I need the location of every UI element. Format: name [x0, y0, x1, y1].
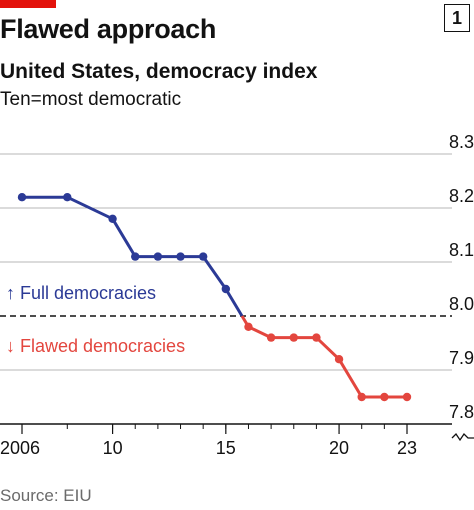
data-point [176, 252, 185, 261]
y-tick-label: 7.9 [449, 348, 474, 368]
x-tick-label: 2006 [0, 438, 40, 458]
chart-subtitle: United States, democracy index [0, 60, 318, 83]
annotation-full-democracies: ↑ Full democracies [6, 283, 156, 303]
data-point [221, 284, 231, 294]
x-tick-label: 20 [329, 438, 349, 458]
chart-number: 1 [444, 4, 470, 32]
data-point [63, 193, 72, 202]
y-tick-label: 8.2 [449, 186, 474, 206]
x-tick-label: 23 [397, 438, 417, 458]
series-line-flawed [240, 315, 407, 399]
data-point [244, 322, 253, 331]
data-point [108, 214, 117, 223]
chart-units: Ten=most democratic [0, 89, 182, 110]
data-point [402, 392, 412, 402]
chart-title: Flawed approach [0, 14, 217, 44]
data-point [312, 333, 321, 342]
brand-tag [0, 0, 56, 8]
x-tick-label: 15 [216, 438, 236, 458]
axis-break-icon [451, 432, 474, 442]
data-point [289, 333, 298, 342]
data-point [153, 252, 163, 261]
y-tick-label: 8.3 [449, 132, 474, 152]
data-point [334, 355, 344, 364]
data-point [198, 252, 208, 261]
data-point [17, 193, 27, 202]
data-point [380, 392, 389, 402]
data-point [357, 392, 366, 402]
data-point [131, 252, 140, 261]
line-chart: 7.8 7.9 8.0 8.1 8.2 8.3 2006 10 15 20 23 ↑ Full dem… [0, 132, 474, 458]
y-tick-label: 8.0 [449, 294, 474, 314]
data-point [266, 333, 276, 342]
source-note: Source: EIU [0, 486, 92, 505]
x-tick-label: 10 [103, 438, 123, 458]
annotation-flawed-democracies: ↓ Flawed democracies [6, 336, 185, 356]
y-tick-label: 7.8 [449, 402, 474, 422]
y-tick-label: 8.1 [449, 240, 474, 260]
